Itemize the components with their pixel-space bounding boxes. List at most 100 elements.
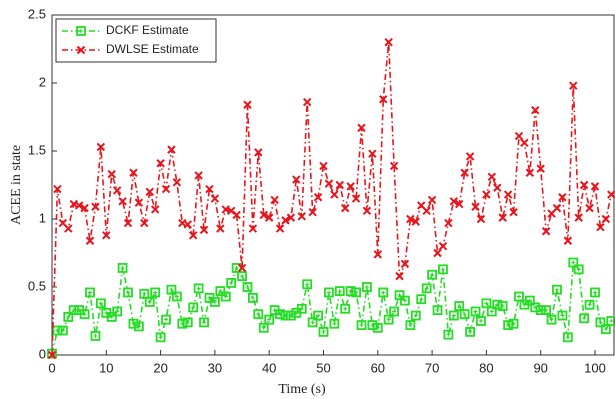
data-point xyxy=(368,149,377,158)
marker-shape xyxy=(218,289,223,294)
marker-shape xyxy=(193,283,204,294)
marker-shape xyxy=(440,267,445,272)
marker-shape xyxy=(313,310,323,321)
marker-shape xyxy=(367,320,378,330)
marker-shape xyxy=(90,331,101,341)
marker-shape xyxy=(427,195,437,205)
data-point xyxy=(509,207,518,217)
marker-shape xyxy=(346,182,355,191)
marker-shape xyxy=(340,303,351,314)
marker-shape xyxy=(256,312,261,317)
data-point xyxy=(471,202,480,211)
marker-shape xyxy=(476,214,486,224)
data-point xyxy=(486,306,497,317)
marker-shape xyxy=(584,299,595,310)
x-tick-label: 90 xyxy=(533,360,547,375)
marker-shape xyxy=(243,100,252,109)
marker-shape xyxy=(66,314,71,319)
marker-shape xyxy=(492,299,503,310)
marker-shape xyxy=(109,314,114,319)
marker-shape xyxy=(400,295,410,306)
marker-shape xyxy=(188,231,198,240)
data-point xyxy=(487,172,497,182)
marker-shape xyxy=(79,309,90,320)
data-point xyxy=(264,314,275,325)
data-point xyxy=(79,309,90,320)
marker-shape xyxy=(444,218,453,228)
marker-shape xyxy=(481,298,492,309)
marker-shape xyxy=(592,290,597,295)
marker-shape xyxy=(326,290,331,295)
marker-shape xyxy=(514,291,524,302)
data-point xyxy=(525,168,535,177)
marker-shape xyxy=(351,194,361,203)
marker-shape xyxy=(79,29,83,33)
data-point xyxy=(156,159,165,168)
data-point xyxy=(520,138,529,148)
data-point xyxy=(112,186,122,195)
data-point xyxy=(568,257,579,268)
marker-shape xyxy=(389,161,399,171)
marker-shape xyxy=(303,97,312,107)
marker-shape xyxy=(335,180,344,190)
data-point xyxy=(155,332,166,343)
marker-shape xyxy=(60,328,65,333)
data-point xyxy=(232,210,241,220)
data-point xyxy=(183,220,192,229)
marker-shape xyxy=(554,287,559,292)
data-point xyxy=(139,288,150,299)
marker-shape xyxy=(478,319,483,323)
marker-shape xyxy=(379,95,388,104)
marker-shape xyxy=(579,313,590,324)
marker-shape xyxy=(161,184,171,194)
data-point xyxy=(275,224,285,233)
marker-shape xyxy=(546,314,557,325)
marker-shape xyxy=(85,287,95,298)
data-point xyxy=(166,284,177,295)
marker-shape xyxy=(473,309,478,314)
y-tick-label: 0.5 xyxy=(28,278,46,293)
data-point xyxy=(476,316,486,326)
data-point xyxy=(193,283,204,294)
data-point xyxy=(172,178,182,187)
marker-shape xyxy=(562,332,573,343)
data-point xyxy=(600,324,611,335)
data-point xyxy=(514,131,524,141)
data-point xyxy=(53,184,62,194)
data-point xyxy=(216,224,225,233)
data-point xyxy=(91,202,100,211)
data-point xyxy=(584,299,595,310)
marker-shape xyxy=(460,168,469,177)
marker-shape xyxy=(362,206,372,216)
y-tick-label: 0 xyxy=(39,346,46,361)
marker-shape xyxy=(585,203,594,213)
marker-shape xyxy=(188,302,199,313)
marker-shape xyxy=(359,323,364,328)
marker-shape xyxy=(259,210,268,220)
marker-shape xyxy=(164,317,169,322)
marker-shape xyxy=(590,287,600,298)
marker-shape xyxy=(144,297,155,307)
marker-shape xyxy=(161,314,171,325)
marker-shape xyxy=(297,212,306,221)
data-point xyxy=(601,214,611,224)
marker-shape xyxy=(392,309,397,314)
marker-shape xyxy=(107,169,116,179)
legend-label: DCKF Estimate xyxy=(106,23,189,37)
data-point xyxy=(595,317,606,328)
data-point xyxy=(226,278,237,288)
marker-shape xyxy=(117,263,128,273)
data-point xyxy=(253,309,264,320)
marker-shape xyxy=(229,280,234,285)
data-point xyxy=(470,306,481,317)
data-point xyxy=(410,310,421,321)
marker-shape xyxy=(527,298,532,303)
marker-shape xyxy=(397,293,402,298)
marker-shape xyxy=(307,317,318,328)
marker-shape xyxy=(373,250,383,259)
x-tick-label: 20 xyxy=(153,360,167,375)
marker-shape xyxy=(319,161,328,171)
marker-shape xyxy=(568,257,579,268)
data-point xyxy=(590,182,600,191)
marker-shape xyxy=(497,301,508,311)
